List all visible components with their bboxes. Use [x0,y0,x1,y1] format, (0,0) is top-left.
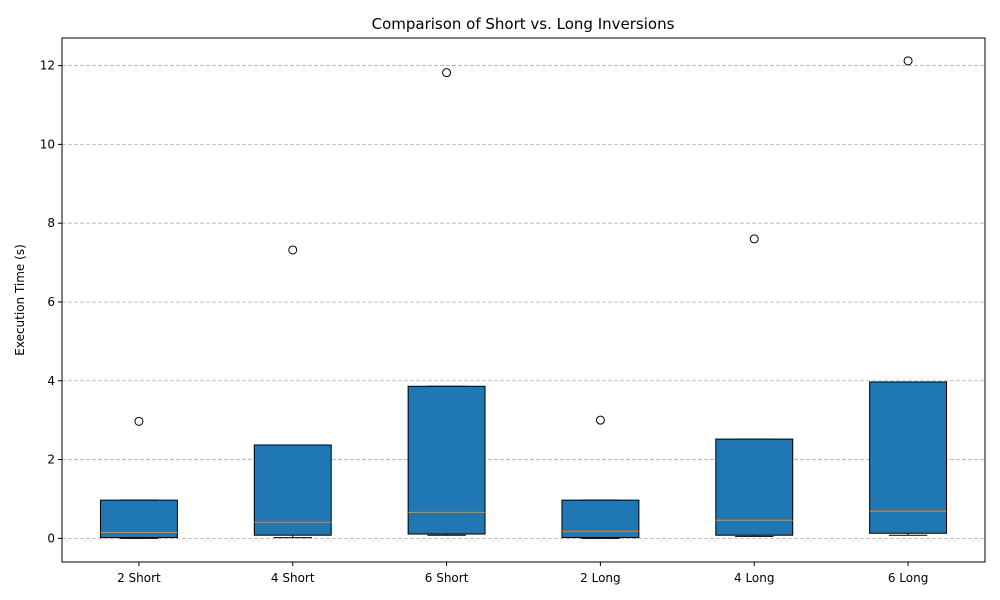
y-tick-label: 10 [40,137,55,151]
x-tick-label: 6 Short [425,571,469,585]
box [715,438,794,536]
x-tick-label: 2 Short [117,571,161,585]
box-group [869,56,948,536]
y-axis-label: Execution Time (s) [13,244,27,356]
y-axis: 0 2 4 6 8 10 12 [40,59,62,545]
box [869,381,948,534]
y-tick-label: 4 [47,374,55,388]
x-tick-label: 4 Short [271,571,315,585]
outlier-point [134,416,144,426]
y-tick-label: 8 [47,216,55,230]
x-axis: 2 Short 4 Short 6 Short 2 Long 4 Long 6 Long [117,562,928,585]
x-tick-label: 4 Long [734,571,775,585]
y-tick-label: 0 [47,531,55,545]
y-tick-label: 2 [47,453,55,467]
plot-frame [61,37,986,563]
box-group [561,415,640,539]
x-tick-label: 6 Long [888,571,929,585]
x-tick-label: 2 Long [580,571,621,585]
box [561,499,640,539]
outlier-point [903,56,913,66]
boxes [99,56,948,539]
box-group [715,234,794,537]
box [99,499,178,539]
box [253,444,332,536]
box-group [407,68,486,536]
box-group [99,416,178,539]
chart-title: Comparison of Short vs. Long Inversions [372,15,675,33]
outlier-point [595,415,605,425]
outlier-point [288,245,298,255]
y-tick-label: 6 [47,295,55,309]
outlier-point [749,234,759,244]
box-group [253,245,332,539]
y-gridlines [62,65,985,539]
box [407,385,486,535]
outlier-point [442,68,452,78]
y-tick-label: 12 [40,59,55,73]
